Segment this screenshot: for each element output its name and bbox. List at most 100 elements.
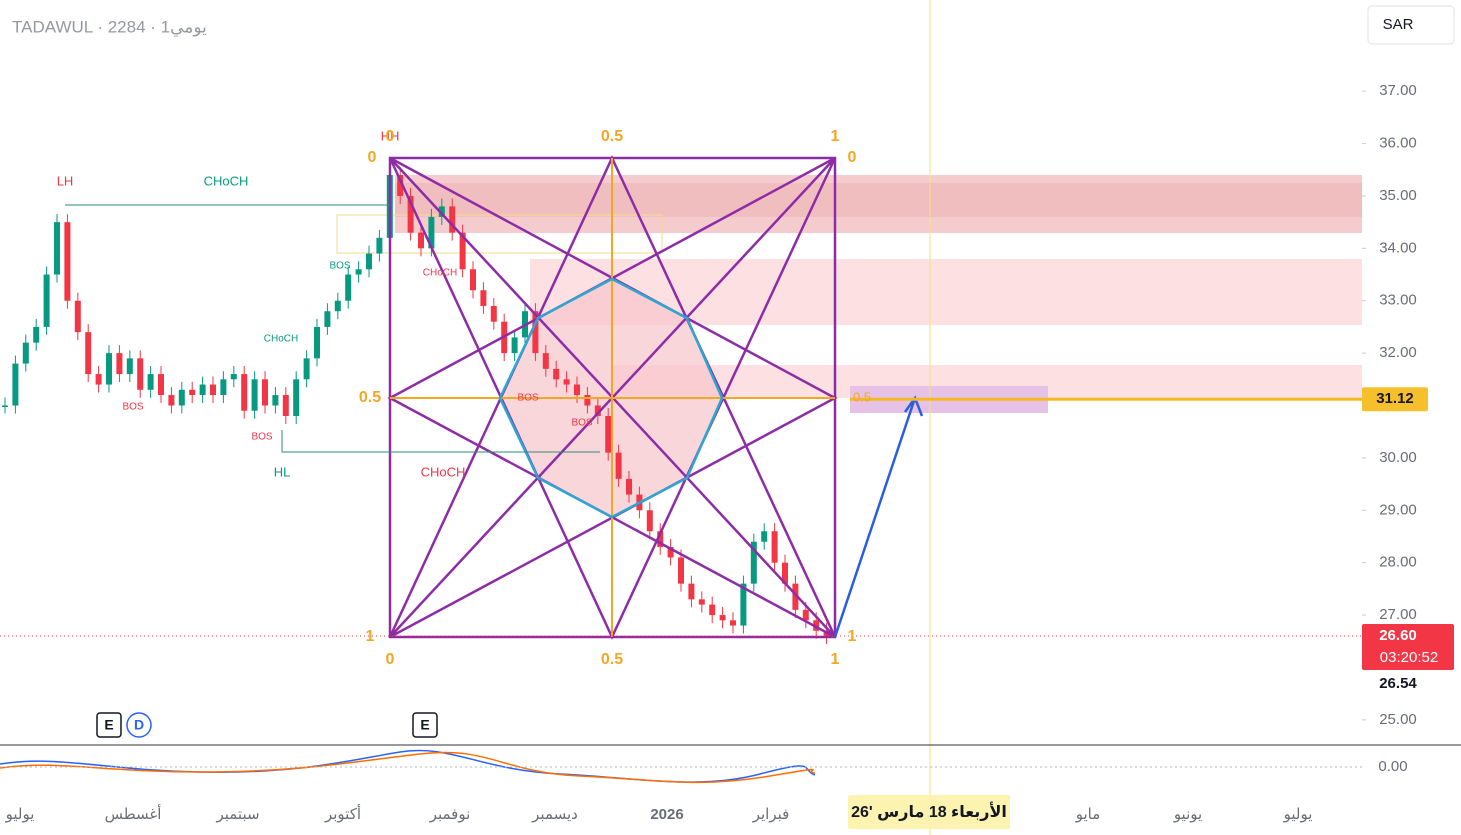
- candle: [22, 342, 29, 364]
- fib-label: 0: [848, 149, 857, 166]
- annotation: CHoCH: [264, 334, 298, 345]
- y-tick-label: 32.00: [1379, 344, 1417, 361]
- candle: [178, 389, 185, 406]
- candle: [490, 305, 497, 322]
- x-tick-label: فبراير: [752, 806, 790, 823]
- x-tick-label: يونيو: [1173, 806, 1202, 823]
- candle: [126, 358, 133, 375]
- candle: [532, 311, 539, 354]
- level-label: 31.12: [1376, 390, 1414, 407]
- candle: [470, 269, 476, 291]
- candle: [605, 415, 612, 453]
- event-label: D: [134, 717, 144, 733]
- y-tick-label: 34.00: [1379, 239, 1417, 256]
- candle: [314, 326, 320, 359]
- currency-button[interactable]: [1367, 5, 1455, 45]
- candle: [376, 237, 383, 254]
- fib-label: 1: [848, 628, 857, 645]
- candle: [189, 389, 196, 396]
- candle: [407, 195, 414, 233]
- hexagon: [498, 277, 724, 519]
- candle: [761, 531, 768, 542]
- candle: [199, 384, 206, 396]
- annotation: CHoCH: [423, 268, 457, 279]
- x-tick-label: 2026: [650, 806, 683, 823]
- candle: [12, 363, 19, 406]
- low-label: 26.54: [1379, 675, 1417, 692]
- candle: [366, 253, 372, 270]
- candle: [54, 222, 60, 275]
- candle: [64, 222, 71, 301]
- candle: [137, 358, 144, 390]
- macd-line: [0, 749, 816, 783]
- fib-label: 0.5: [359, 389, 381, 406]
- date-badge: [848, 795, 1010, 829]
- candle: [615, 452, 622, 479]
- x-tick-label: أغسطس: [105, 804, 162, 823]
- candle: [480, 290, 487, 306]
- annotation: BOS: [571, 418, 592, 429]
- fib-drawing: [387, 155, 838, 640]
- candle: [355, 269, 362, 275]
- candle: [220, 379, 227, 396]
- annotation: HL: [274, 464, 291, 479]
- x-tick-label: أكتوبر: [324, 804, 361, 823]
- fib-label: 0.5: [601, 651, 623, 668]
- fib-label: 0.5: [601, 128, 623, 145]
- candle: [802, 609, 809, 621]
- candle: [74, 300, 81, 333]
- candle: [272, 395, 279, 406]
- projection-arrow: [833, 395, 924, 638]
- currency[interactable]: SAR: [1383, 16, 1414, 33]
- annotation: 0.5: [853, 389, 871, 404]
- y-tick-label: 28.00: [1379, 554, 1417, 571]
- candle: [241, 374, 248, 411]
- candle: [230, 374, 237, 380]
- y-tick-label: 29.00: [1379, 501, 1417, 518]
- candle: [2, 405, 8, 408]
- x-tick-label: نوفمبر: [429, 806, 471, 823]
- candle: [782, 562, 788, 584]
- candle: [397, 174, 404, 196]
- fib-label: 1: [366, 628, 375, 645]
- x-tick-label: يوليو: [5, 806, 35, 823]
- candle: [594, 405, 601, 416]
- event-marker: [126, 712, 152, 738]
- candle: [542, 353, 549, 369]
- fib-label: 0: [386, 128, 395, 145]
- crosshair-date: الأربعاء 18 مارس '26: [851, 802, 1007, 821]
- annotation: BOS: [329, 261, 350, 272]
- last-price-label: 26.60: [1379, 627, 1417, 644]
- annotation: BOS: [251, 432, 272, 443]
- candles: [2, 166, 830, 645]
- candle: [33, 326, 40, 343]
- candle: [750, 541, 757, 584]
- candle: [511, 337, 518, 354]
- y-tick-label: 35.00: [1379, 187, 1417, 204]
- candle: [667, 546, 674, 558]
- candle: [449, 206, 456, 233]
- level-badge: [1362, 387, 1428, 412]
- candle: [293, 379, 300, 416]
- candle: [345, 274, 352, 301]
- x-tick-label: سبتمبر: [215, 806, 259, 823]
- x-tick-label: يوليو: [1283, 806, 1313, 823]
- candle: [251, 379, 258, 411]
- candle: [678, 557, 684, 584]
- annotation: HH: [381, 128, 400, 143]
- y-tick-label: 25.00: [1379, 711, 1417, 728]
- candle: [740, 583, 747, 626]
- annotation: BOS: [517, 393, 538, 404]
- candle: [210, 384, 216, 396]
- candle: [282, 395, 289, 416]
- candle: [43, 274, 50, 327]
- annotation: CHoCH: [421, 464, 466, 479]
- candle: [646, 510, 653, 532]
- y-tick-label: 36.00: [1379, 135, 1417, 152]
- candle: [771, 531, 778, 563]
- candle: [106, 353, 112, 385]
- y-tick-label: 37.00: [1379, 82, 1417, 99]
- event-marker: [96, 712, 122, 738]
